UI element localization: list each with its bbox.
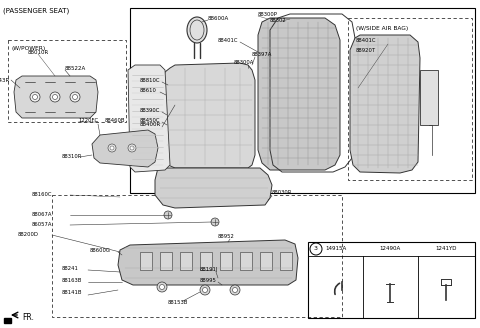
Circle shape [30, 92, 40, 102]
Text: 88401C: 88401C [356, 37, 376, 43]
Text: 88952: 88952 [218, 235, 235, 239]
Bar [308, 242, 475, 318]
Circle shape [130, 146, 134, 150]
Polygon shape [118, 240, 298, 285]
Circle shape [211, 218, 219, 226]
Circle shape [70, 92, 80, 102]
Text: 14915A: 14915A [325, 247, 347, 252]
Text: 88143R: 88143R [0, 77, 10, 83]
Text: 88200D: 88200D [18, 233, 39, 237]
Bar [52, 195, 342, 317]
Text: 88010R: 88010R [27, 50, 48, 54]
Text: 88302: 88302 [270, 18, 287, 24]
Text: 1220FC: 1220FC [78, 117, 98, 122]
Bar [280, 252, 292, 270]
Text: 88810C: 88810C [140, 77, 160, 83]
Text: 88163B: 88163B [62, 277, 83, 282]
Bar [240, 252, 252, 270]
Text: 88600A: 88600A [208, 15, 229, 20]
Bar [220, 252, 232, 270]
Circle shape [157, 282, 167, 292]
Polygon shape [14, 76, 98, 118]
Circle shape [310, 243, 322, 255]
Polygon shape [92, 130, 158, 167]
Circle shape [164, 211, 172, 219]
Polygon shape [128, 65, 170, 172]
Circle shape [232, 288, 238, 293]
Bar [8, 40, 126, 122]
Text: 86057A: 86057A [32, 222, 52, 228]
Bar [130, 8, 475, 193]
Text: 88460B: 88460B [105, 117, 125, 122]
Bar [180, 252, 192, 270]
Circle shape [52, 94, 58, 99]
Polygon shape [4, 318, 11, 323]
Text: 88390C: 88390C [140, 108, 160, 113]
Text: 88300P: 88300P [258, 11, 278, 16]
Circle shape [108, 144, 116, 152]
Text: 88920T: 88920T [356, 48, 376, 52]
Text: 88450C: 88450C [140, 117, 160, 122]
Polygon shape [162, 63, 255, 168]
Circle shape [110, 146, 114, 150]
Text: 88522A: 88522A [65, 66, 86, 71]
Text: 88397A: 88397A [252, 52, 272, 57]
Circle shape [33, 94, 37, 99]
Text: (W/SIDE AIR BAG): (W/SIDE AIR BAG) [356, 26, 408, 31]
Bar [348, 18, 472, 180]
Circle shape [128, 144, 136, 152]
Text: 88310R: 88310R [62, 154, 83, 159]
Ellipse shape [187, 17, 207, 43]
Text: 88401C: 88401C [218, 37, 239, 43]
Circle shape [50, 92, 60, 102]
Circle shape [230, 285, 240, 295]
Text: 88600G: 88600G [90, 248, 111, 253]
Text: 3: 3 [314, 247, 318, 252]
Circle shape [200, 285, 210, 295]
Text: 88241: 88241 [62, 265, 79, 271]
Text: 1241YD: 1241YD [435, 247, 457, 252]
Circle shape [72, 94, 77, 99]
Text: 88160C: 88160C [32, 193, 52, 197]
Text: 88610: 88610 [140, 88, 157, 92]
Text: 12490A: 12490A [379, 247, 401, 252]
Polygon shape [350, 35, 420, 173]
Text: 88153B: 88153B [168, 300, 188, 305]
Text: 88400R: 88400R [140, 122, 161, 128]
Bar [260, 252, 272, 270]
Bar [160, 252, 172, 270]
Polygon shape [258, 18, 340, 170]
Text: 88030R: 88030R [272, 191, 292, 195]
Text: (PASSENGER SEAT): (PASSENGER SEAT) [3, 8, 69, 14]
Text: (W/POWER): (W/POWER) [12, 46, 46, 51]
Circle shape [159, 284, 165, 290]
Text: 88067A: 88067A [32, 213, 52, 217]
Text: 88995: 88995 [200, 277, 217, 282]
Circle shape [203, 288, 207, 293]
Bar [200, 252, 212, 270]
Bar [140, 252, 152, 270]
Text: 88191J: 88191J [200, 268, 218, 273]
Text: 88300A: 88300A [234, 60, 254, 66]
Text: FR.: FR. [22, 314, 34, 322]
Polygon shape [155, 168, 272, 208]
Text: 88141B: 88141B [62, 291, 83, 296]
Bar [420, 70, 438, 125]
